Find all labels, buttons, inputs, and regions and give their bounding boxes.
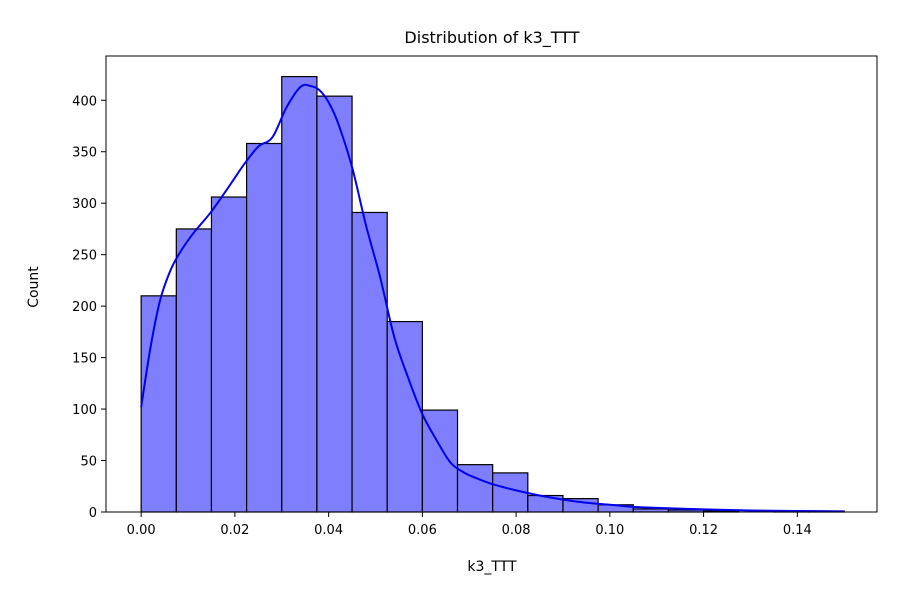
y-tick-label: 200 <box>72 300 97 315</box>
chart-title: Distribution of k3_TTT <box>404 28 579 48</box>
y-tick-label: 150 <box>72 352 97 367</box>
histogram-bar <box>246 142 283 513</box>
x-tick-label: 0.08 <box>502 523 531 538</box>
x-tick-label: 0.02 <box>220 523 249 538</box>
x-axis-label: k3_TTT <box>467 559 517 575</box>
kde-curve <box>140 83 845 513</box>
y-tick-label: 100 <box>72 403 97 418</box>
y-axis-label: Count <box>26 266 42 308</box>
y-tick-label: 50 <box>80 455 97 470</box>
histogram-bar <box>351 211 388 513</box>
plot-frame <box>105 55 878 513</box>
y-axis-ticks: 0 50 100 150 200 250 300 350 400 <box>72 94 106 521</box>
histogram-bar <box>140 295 177 513</box>
histogram-bar <box>281 75 318 513</box>
histogram-bar <box>175 228 213 513</box>
x-tick-label: 0.04 <box>314 523 343 538</box>
x-tick-label: 0.14 <box>783 523 812 538</box>
histogram-bar <box>210 196 248 513</box>
histogram-bars <box>140 75 845 513</box>
x-tick-label: 0.12 <box>689 523 718 538</box>
x-axis-ticks: 0.00 0.02 0.04 0.06 0.08 0.10 0.12 0.14 <box>127 512 812 538</box>
y-tick-label: 0 <box>89 506 97 521</box>
y-tick-label: 300 <box>72 197 97 212</box>
y-tick-label: 350 <box>72 146 97 161</box>
y-tick-label: 250 <box>72 249 97 264</box>
y-tick-label: 400 <box>72 94 97 109</box>
histogram-bar <box>386 320 423 513</box>
x-tick-label: 0.10 <box>595 523 624 538</box>
x-tick-label: 0.06 <box>408 523 437 538</box>
histogram-bar <box>316 95 353 513</box>
x-tick-label: 0.00 <box>127 523 156 538</box>
